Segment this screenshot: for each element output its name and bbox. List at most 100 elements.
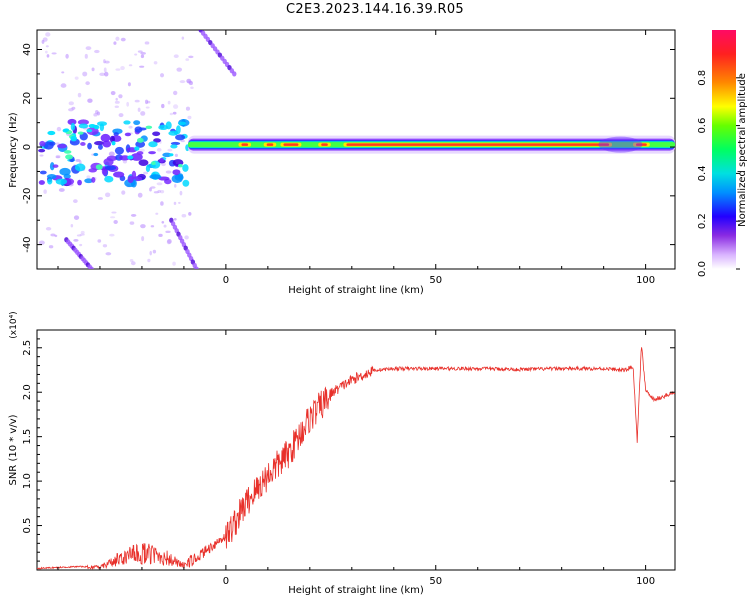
colorbar-tick-label: 0.6 [697, 118, 708, 134]
hot-blob [63, 150, 72, 154]
noise-blob [148, 141, 158, 148]
noise-speck [147, 258, 151, 263]
noise-speck [60, 83, 67, 88]
hot-blob [95, 164, 103, 170]
noise-speck [180, 139, 185, 143]
noise-speck [160, 73, 165, 78]
noise-blob [145, 164, 151, 173]
carrier-peak-red [283, 143, 299, 146]
noise-blob [127, 175, 134, 184]
noise-blob [172, 169, 181, 176]
noise-blob [55, 178, 68, 185]
noise-speck [152, 249, 157, 254]
noise-speck [161, 220, 165, 224]
noise-speck [68, 101, 74, 106]
noise-speck [186, 80, 193, 84]
noise-speck [140, 111, 146, 116]
noise-speck [97, 239, 102, 243]
snr-y-multiplier: (x10⁴) [9, 311, 19, 338]
noise-speck [165, 170, 172, 174]
noise-speck [134, 99, 140, 103]
noise-speck [173, 217, 177, 221]
noise-speck [84, 53, 88, 59]
noise-speck [127, 82, 131, 87]
y-tick-label: 2.5 [22, 340, 33, 356]
noise-speck [56, 126, 62, 132]
noise-blob [131, 170, 137, 179]
hot-blob [70, 135, 77, 142]
noise-speck [120, 37, 126, 42]
carrier-peak-red [346, 143, 610, 146]
noise-speck [173, 54, 179, 58]
noise-speck [137, 192, 143, 198]
noise-blob [99, 123, 105, 132]
noise-blob [103, 158, 114, 166]
y-tick-label: 1.5 [22, 429, 33, 445]
noise-speck [172, 111, 177, 115]
noise-speck [187, 115, 192, 120]
noise-speck [134, 53, 138, 56]
colorbar-tick-label: 0.8 [697, 70, 708, 86]
noise-speck [43, 189, 47, 194]
noise-speck [167, 148, 173, 152]
colorbar-tick-label: 0.0 [697, 261, 708, 277]
noise-speck [185, 58, 190, 61]
colorbar-gradient [712, 30, 736, 269]
y-tick-label: 2.0 [22, 384, 33, 400]
noise-speck [150, 186, 156, 189]
noise-speck [77, 92, 82, 98]
noise-speck [160, 189, 165, 194]
noise-speck [163, 224, 167, 228]
noise-blob [175, 134, 186, 141]
noise-speck [79, 233, 85, 236]
noise-speck [174, 153, 178, 158]
noise-blob [113, 171, 125, 178]
noise-speck [87, 98, 93, 103]
noise-blob [153, 138, 161, 143]
noise-speck [114, 105, 119, 109]
noise-speck [144, 99, 149, 105]
noise-blob [80, 142, 86, 146]
noise-speck [105, 192, 111, 198]
noise-blob [138, 159, 149, 167]
noise-speck [111, 211, 117, 214]
noise-speck [188, 55, 194, 59]
noise-speck [181, 214, 187, 218]
noise-speck [145, 106, 150, 109]
noise-speck [80, 230, 85, 235]
noise-blob [152, 131, 161, 137]
noise-speck [160, 201, 164, 206]
noise-speck [65, 53, 69, 59]
noise-blob [77, 119, 89, 125]
noise-blob [100, 133, 111, 143]
noise-speck [74, 76, 79, 80]
y-tick-label: 40 [22, 43, 33, 56]
noise-speck [141, 236, 145, 242]
noise-blob [114, 146, 125, 155]
noise-speck [61, 71, 65, 74]
noise-blob [149, 174, 162, 180]
noise-speck [79, 243, 83, 247]
noise-blob [134, 126, 143, 133]
noise-blob [94, 141, 105, 146]
noise-speck [150, 225, 155, 228]
noise-blob [39, 170, 47, 175]
noise-blob [49, 162, 55, 171]
colorbar-tick-label: 0.4 [697, 165, 708, 181]
noise-speck [115, 97, 118, 101]
noise-speck [55, 156, 61, 159]
noise-speck [156, 182, 163, 186]
streak-blob [89, 266, 94, 269]
noise-speck [104, 60, 110, 64]
noise-speck [91, 67, 95, 72]
noise-blob [170, 144, 178, 149]
noise-blob [38, 148, 46, 153]
noise-blob [182, 179, 190, 187]
noise-speck [176, 67, 183, 72]
snr-plot-area [37, 347, 675, 570]
noise-speck [161, 103, 165, 109]
noise-speck [130, 213, 137, 217]
noise-speck [139, 65, 145, 68]
noise-speck [109, 233, 115, 237]
hot-blob [62, 128, 68, 133]
